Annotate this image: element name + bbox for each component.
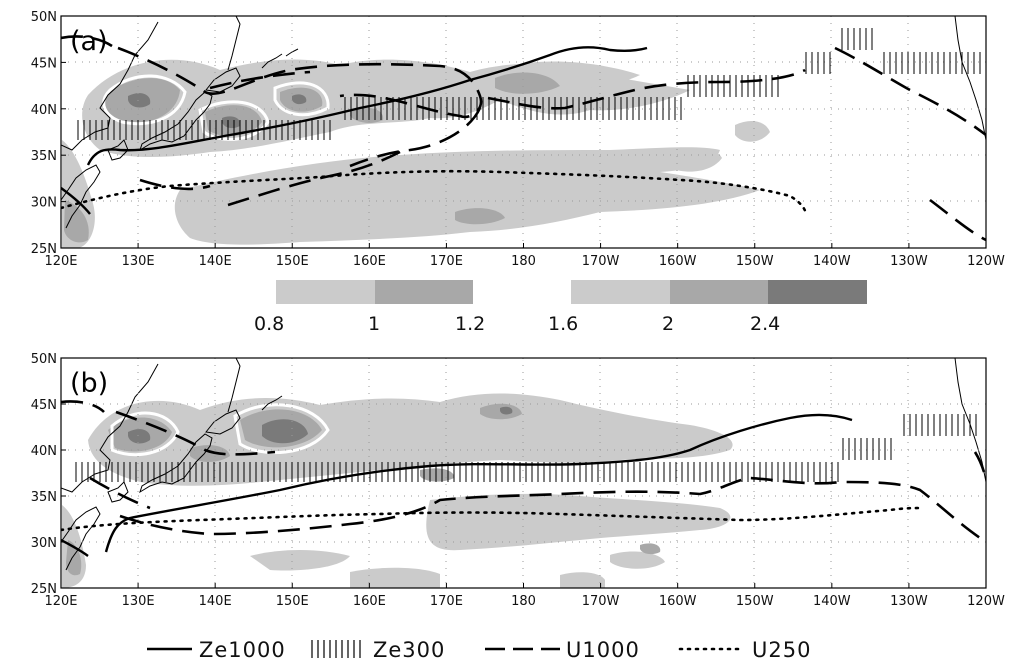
lat-tick-label: 35N xyxy=(31,149,57,164)
lon-tick-label: 120E xyxy=(44,594,77,609)
lat-tick-label: 35N xyxy=(31,490,57,505)
lon-tick-label: 130E xyxy=(122,594,155,609)
lon-tick-label: 130W xyxy=(890,254,928,269)
lon-tick-label: 150W xyxy=(736,254,774,269)
lon-tick-label: 170W xyxy=(582,254,620,269)
lon-tick-label: 170E xyxy=(430,254,463,269)
colorbar-swatch-2 xyxy=(670,280,768,304)
lon-tick-label: 120W xyxy=(967,594,1005,609)
panel-b-u250-line xyxy=(61,506,922,532)
lat-tick-label: 45N xyxy=(31,398,57,413)
lon-tick-label: 120E xyxy=(44,254,77,269)
lon-tick-label: 150W xyxy=(736,594,774,609)
lon-tick-label: 150E xyxy=(276,594,309,609)
colorbar-swatch-0.8 xyxy=(276,280,375,304)
lat-tick-label: 40N xyxy=(31,444,57,459)
panel-b-contour-rings xyxy=(110,403,330,457)
panel-b-label: (b) xyxy=(70,368,108,399)
lat-tick-label: 25N xyxy=(31,582,57,597)
panel-b-ze1000-line xyxy=(104,413,853,553)
lat-tick-label: 30N xyxy=(31,536,57,551)
panel-a-gridlines xyxy=(61,16,986,248)
lat-tick-label: 45N xyxy=(31,56,57,71)
colorbar-swatch-1.6 xyxy=(571,280,670,304)
panel-b-u1000-lines xyxy=(61,400,986,544)
lon-tick-label: 160E xyxy=(353,254,386,269)
lon-tick-label: 180 xyxy=(511,254,536,269)
legend-label-u1000: U1000 xyxy=(566,638,640,662)
lon-tick-label: 150E xyxy=(276,254,309,269)
lon-tick-label: 160W xyxy=(659,594,697,609)
lat-tick-label: 25N xyxy=(31,242,57,257)
lat-tick-label: 50N xyxy=(31,10,57,25)
colorbar-label-1.2: 1.2 xyxy=(455,313,485,335)
legend: Ze1000 Ze300 U1000 U250 xyxy=(147,638,811,662)
lon-tick-label: 170E xyxy=(430,594,463,609)
lon-tick-label: 160E xyxy=(353,594,386,609)
lat-tick-label: 30N xyxy=(31,196,57,211)
lon-tick-label: 130E xyxy=(122,254,155,269)
panel-b-shading-dark xyxy=(128,406,513,444)
panel-a-u250-line xyxy=(61,169,808,216)
legend-label-ze300: Ze300 xyxy=(373,638,445,662)
colorbar-label-2: 2 xyxy=(662,313,674,335)
legend-label-u250: U250 xyxy=(752,638,811,662)
panel-b-ze1000-west xyxy=(61,538,89,557)
colorbar-swatch-2.4 xyxy=(768,280,867,304)
panel-a-ze1000-west xyxy=(61,187,91,215)
lat-tick-label: 40N xyxy=(31,103,57,118)
colorbar-label-2.4: 2.4 xyxy=(750,313,780,335)
legend-label-ze1000: Ze1000 xyxy=(199,638,286,662)
lon-tick-label: 140W xyxy=(813,254,851,269)
lon-tick-label: 180 xyxy=(511,594,536,609)
panel-b-gridlines xyxy=(61,358,986,588)
lon-tick-label: 170W xyxy=(582,594,620,609)
colorbar-label-1.6: 1.6 xyxy=(548,313,578,335)
lon-tick-label: 140W xyxy=(813,594,851,609)
lon-tick-label: 130W xyxy=(890,594,928,609)
colorbar-swatch-1 xyxy=(375,280,473,304)
panel-a-coastlines xyxy=(61,16,986,229)
panel-a-shading-dark xyxy=(128,93,307,129)
lon-tick-label: 140E xyxy=(199,594,232,609)
lon-tick-label: 140E xyxy=(199,254,232,269)
colorbar-label-1: 1 xyxy=(368,313,380,335)
colorbar-label-0.8: 0.8 xyxy=(254,313,284,335)
lon-tick-label: 120W xyxy=(967,254,1005,269)
legend-swatch-ze300 xyxy=(311,640,361,658)
colorbar: 0.8 1 1.2 1.6 2 2.4 xyxy=(254,280,867,335)
panel-b-coastlines xyxy=(61,358,986,571)
lat-tick-label: 50N xyxy=(31,352,57,367)
panel-a-label: (a) xyxy=(70,26,108,57)
lon-tick-label: 160W xyxy=(659,254,697,269)
